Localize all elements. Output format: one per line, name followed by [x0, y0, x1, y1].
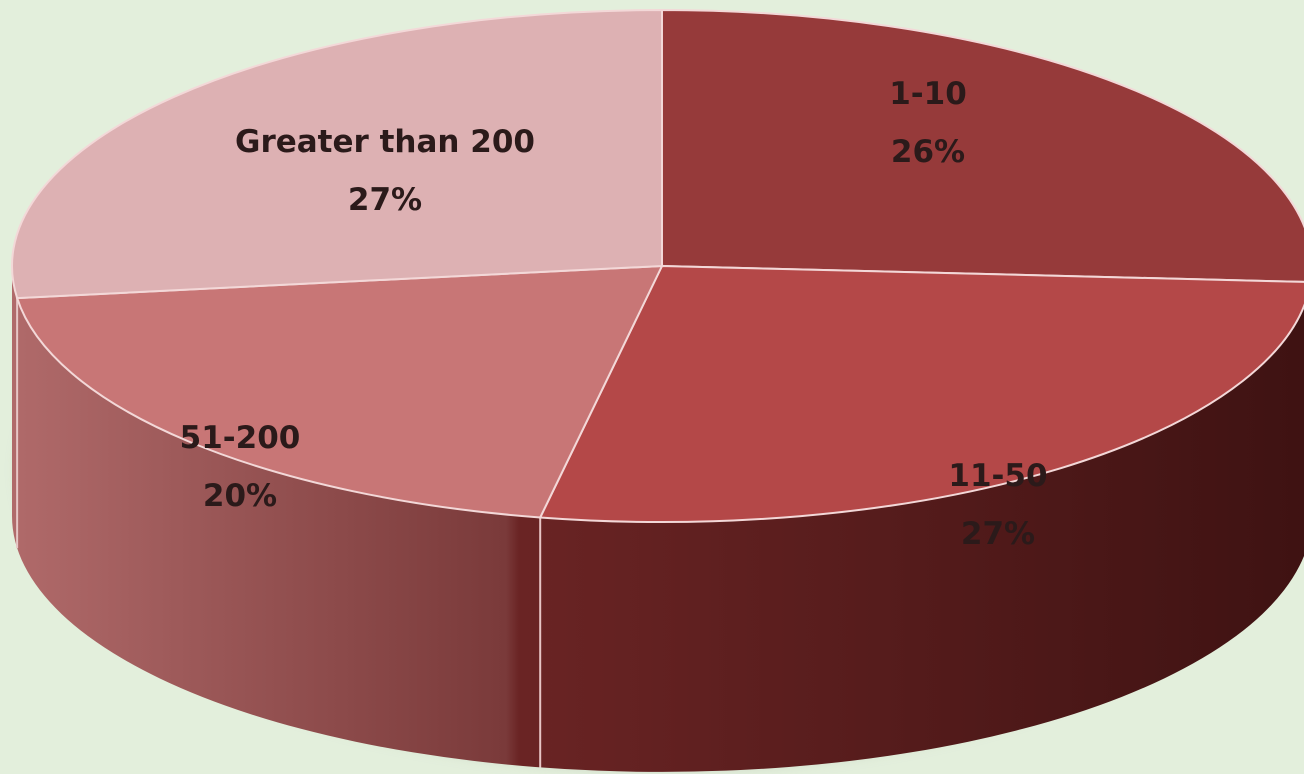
- pie-slice-11-50: [538, 264, 1304, 523]
- slice-label-51-200: 51-200: [180, 420, 301, 456]
- pie-side-wall: [12, 266, 1304, 772]
- pie-slice-greater-than-200: [11, 8, 663, 300]
- slice-label-11-50: 11-50: [948, 458, 1047, 494]
- slice-percent-11-50: 27%: [961, 516, 1035, 552]
- slice-label-greater-than-200: Greater than 200: [235, 124, 535, 160]
- slice-percent-1-10: 26%: [891, 134, 965, 170]
- slice-percent-51-200: 20%: [203, 478, 277, 514]
- pie-slice-51-200: [15, 264, 664, 519]
- slice-percent-greater-than-200: 27%: [348, 182, 422, 218]
- pie-slice-1-10: [661, 8, 1304, 283]
- slice-label-1-10: 1-10: [889, 76, 967, 112]
- pie-side-walls: [12, 266, 1304, 772]
- pie-top-faces: [11, 8, 1304, 523]
